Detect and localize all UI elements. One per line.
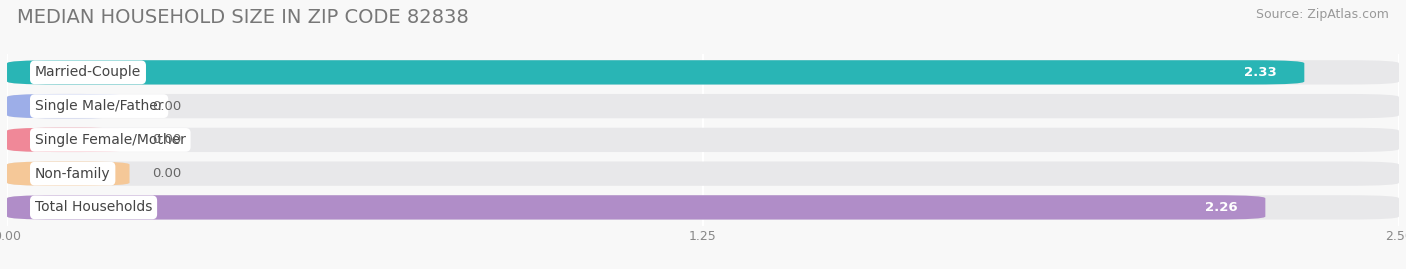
FancyBboxPatch shape xyxy=(7,60,1399,84)
FancyBboxPatch shape xyxy=(7,195,1399,220)
FancyBboxPatch shape xyxy=(7,94,1399,118)
Text: 0.00: 0.00 xyxy=(152,100,181,113)
Text: 2.26: 2.26 xyxy=(1205,201,1237,214)
FancyBboxPatch shape xyxy=(7,128,1399,152)
FancyBboxPatch shape xyxy=(7,94,129,118)
Text: Total Households: Total Households xyxy=(35,200,152,214)
Text: MEDIAN HOUSEHOLD SIZE IN ZIP CODE 82838: MEDIAN HOUSEHOLD SIZE IN ZIP CODE 82838 xyxy=(17,8,468,27)
FancyBboxPatch shape xyxy=(7,195,1265,220)
Text: Married-Couple: Married-Couple xyxy=(35,65,141,79)
FancyBboxPatch shape xyxy=(7,60,1305,84)
Text: 0.00: 0.00 xyxy=(152,133,181,146)
Text: 0.00: 0.00 xyxy=(152,167,181,180)
FancyBboxPatch shape xyxy=(7,161,1399,186)
FancyBboxPatch shape xyxy=(7,161,129,186)
Text: 2.33: 2.33 xyxy=(1244,66,1277,79)
Text: Single Female/Mother: Single Female/Mother xyxy=(35,133,186,147)
Text: Non-family: Non-family xyxy=(35,167,111,181)
Text: Single Male/Father: Single Male/Father xyxy=(35,99,163,113)
FancyBboxPatch shape xyxy=(7,128,129,152)
Text: Source: ZipAtlas.com: Source: ZipAtlas.com xyxy=(1256,8,1389,21)
